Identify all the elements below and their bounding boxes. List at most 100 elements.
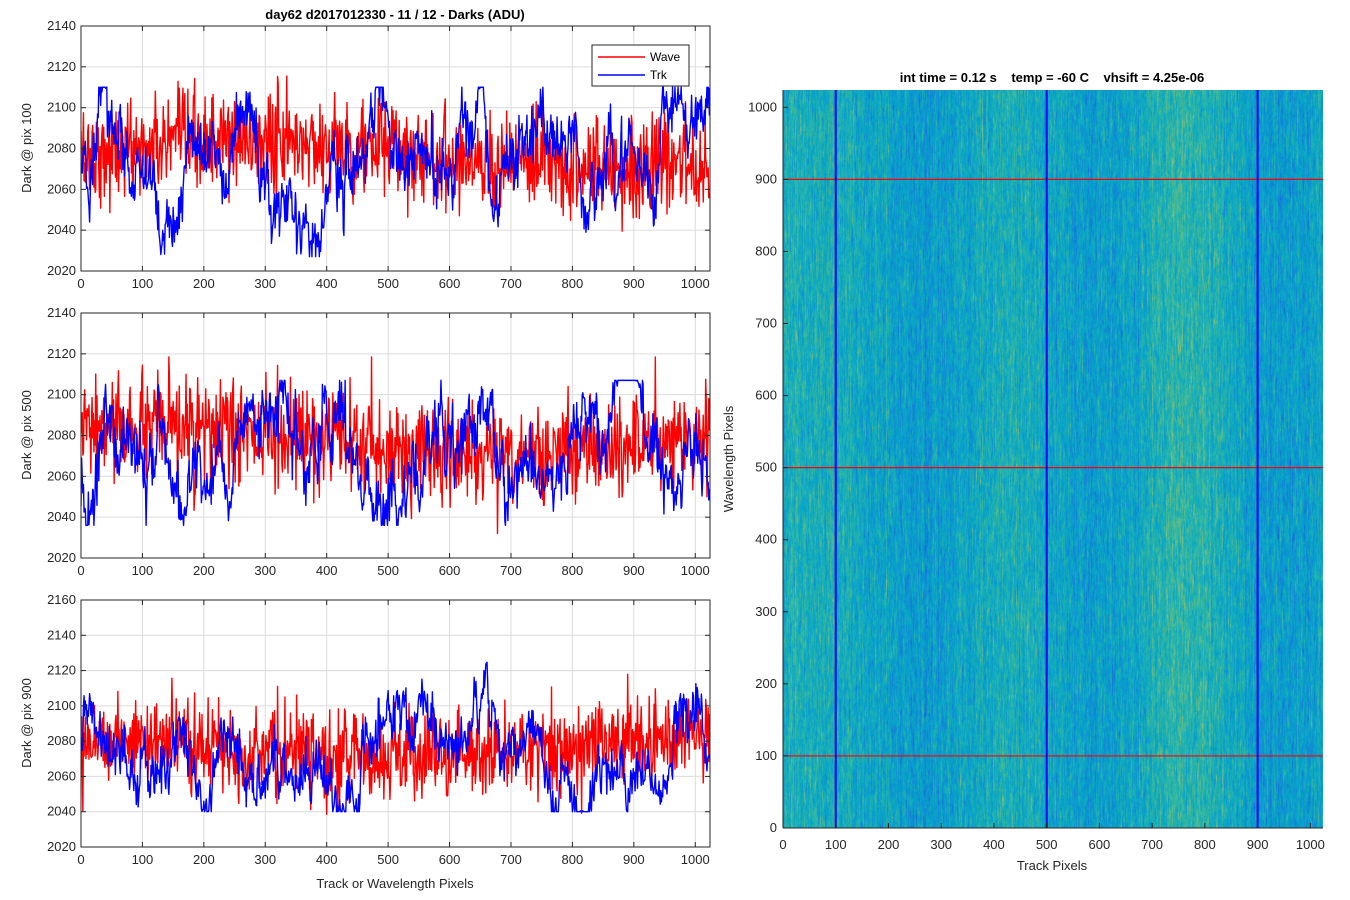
x-tick-label: 200 — [193, 852, 215, 867]
x-tick-label: 300 — [254, 852, 276, 867]
x-tick-label: 800 — [1194, 837, 1216, 852]
x-tick-label: 1000 — [681, 852, 710, 867]
y-tick-label: 2040 — [47, 222, 76, 237]
x-tick-label: 500 — [377, 276, 399, 291]
x-tick-label: 700 — [500, 852, 522, 867]
x-tick-label: 0 — [77, 563, 84, 578]
series-line-trk — [81, 379, 710, 527]
y-tick-label: 200 — [755, 676, 777, 691]
y-tick-label: 500 — [755, 460, 777, 475]
heatmap-canvas — [783, 90, 1323, 828]
y-tick-label: 2100 — [47, 698, 76, 713]
x-tick-label: 700 — [500, 563, 522, 578]
subplot-pix-500: 0 100 200 300 400 500 600 700 800 900 1000 2020 2040… — [19, 305, 711, 578]
x-tick-label: 1000 — [681, 276, 710, 291]
y-tick-label: 2020 — [47, 263, 76, 278]
y-tick-label: 2060 — [47, 468, 76, 483]
subplot-pix-900: 0 100 200 300 400 500 600 700 800 900 1000 2020 2040… — [19, 592, 711, 891]
x-tick-label: 0 — [77, 276, 84, 291]
x-tick-label: 900 — [1247, 837, 1269, 852]
x-tick-label: 900 — [623, 852, 645, 867]
x-tick-label: 300 — [254, 276, 276, 291]
x-tick-label: 800 — [562, 276, 584, 291]
x-tick-label: 900 — [623, 563, 645, 578]
y-tick-label: 700 — [755, 316, 777, 331]
legend-box — [591, 44, 690, 87]
y-tick-label: 2060 — [47, 768, 76, 783]
y-tick-label: 2020 — [47, 550, 76, 565]
x-tick-label: 400 — [316, 563, 338, 578]
x-tick-label: 500 — [377, 852, 399, 867]
x-tick-label: 200 — [878, 837, 900, 852]
heatmap-axes: 0 100 200 300 400 500 600 700 800 900 1000 0 100 200 3… — [721, 70, 1325, 873]
grid-lines — [81, 600, 710, 847]
y-tick-label: 2120 — [47, 346, 76, 361]
y-tick-label: 0 — [770, 820, 777, 835]
x-tick-label: 800 — [562, 852, 584, 867]
x-tick-label: 1000 — [681, 563, 710, 578]
overlay-lines — [783, 90, 1323, 828]
series-group — [81, 75, 710, 258]
x-tick-label: 800 — [562, 563, 584, 578]
x-tick-label: 400 — [316, 276, 338, 291]
series-group — [81, 661, 710, 816]
x-tick-label: 1000 — [1296, 837, 1325, 852]
y-tick-label: 300 — [755, 604, 777, 619]
y-tick-label: 2060 — [47, 181, 76, 196]
x-tick-label: 600 — [439, 852, 461, 867]
x-tick-label: 400 — [983, 837, 1005, 852]
x-tick-label: 600 — [439, 276, 461, 291]
x-tick-label: 200 — [193, 276, 215, 291]
y-tick-label: 1000 — [748, 99, 777, 114]
x-tick-label: 900 — [623, 276, 645, 291]
heatmap-y-axis-label: Wavelength Pixels — [721, 405, 736, 512]
x-tick-label: 100 — [132, 852, 154, 867]
axes-box — [80, 599, 711, 848]
y-tick-label: 2100 — [47, 387, 76, 402]
heatmap-x-axis-label: Track Pixels — [1017, 858, 1088, 873]
x-tick-label: 300 — [930, 837, 952, 852]
x-tick-label: 600 — [439, 563, 461, 578]
tick-labels: 0 100 200 300 400 500 600 700 800 900 1000 2020 2040… — [47, 592, 710, 867]
y-tick-label: 800 — [755, 243, 777, 258]
y-tick-label: 900 — [755, 171, 777, 186]
figure-title: day62 d2017012330 - 11 / 12 - Darks (ADU… — [265, 7, 524, 22]
x-tick-label: 200 — [193, 563, 215, 578]
y-tick-label: 600 — [755, 388, 777, 403]
heatmap-image — [783, 90, 1323, 828]
heatmap-raster — [783, 90, 1323, 828]
y-tick-label: 2020 — [47, 839, 76, 854]
x-tick-label: 100 — [132, 276, 154, 291]
y-tick-label: 2140 — [47, 305, 76, 320]
x-tick-label: 700 — [1141, 837, 1163, 852]
tick-labels: 0 100 200 300 400 500 600 700 800 900 1000 0 100 200 3… — [748, 99, 1325, 852]
y-tick-label: 2080 — [47, 733, 76, 748]
legend-label-wave: Wave — [650, 50, 681, 64]
x-tick-label: 500 — [377, 563, 399, 578]
y-tick-label: 2080 — [47, 141, 76, 156]
series-line-trk — [81, 86, 710, 258]
y-tick-label: 2160 — [47, 592, 76, 607]
tick-labels: 0 100 200 300 400 500 600 700 800 900 1000 2020 2040… — [47, 18, 710, 291]
x-tick-label: 100 — [825, 837, 847, 852]
y-axis-label: Dark @ pix 900 — [19, 678, 34, 768]
subplot-pix-100: 0 100 200 300 400 500 600 700 800 900 1000 2020 2040… — [19, 7, 711, 291]
tick-labels: 0 100 200 300 400 500 600 700 800 900 1000 2020 2040… — [47, 305, 710, 578]
series-line-wave — [81, 356, 710, 535]
x-tick-label: 0 — [779, 837, 786, 852]
y-axis-label: Dark @ pix 100 — [19, 103, 34, 193]
x-tick-label: 300 — [254, 563, 276, 578]
series-line-trk — [81, 661, 710, 813]
series-group — [81, 356, 710, 535]
x-axis-label: Track or Wavelength Pixels — [316, 876, 474, 891]
y-tick-label: 2140 — [47, 18, 76, 33]
x-tick-label: 400 — [316, 852, 338, 867]
y-tick-label: 400 — [755, 532, 777, 547]
y-axis-label: Dark @ pix 500 — [19, 390, 34, 480]
x-tick-label: 0 — [77, 852, 84, 867]
y-tick-label: 2040 — [47, 804, 76, 819]
x-tick-label: 700 — [500, 276, 522, 291]
y-tick-label: 2100 — [47, 100, 76, 115]
